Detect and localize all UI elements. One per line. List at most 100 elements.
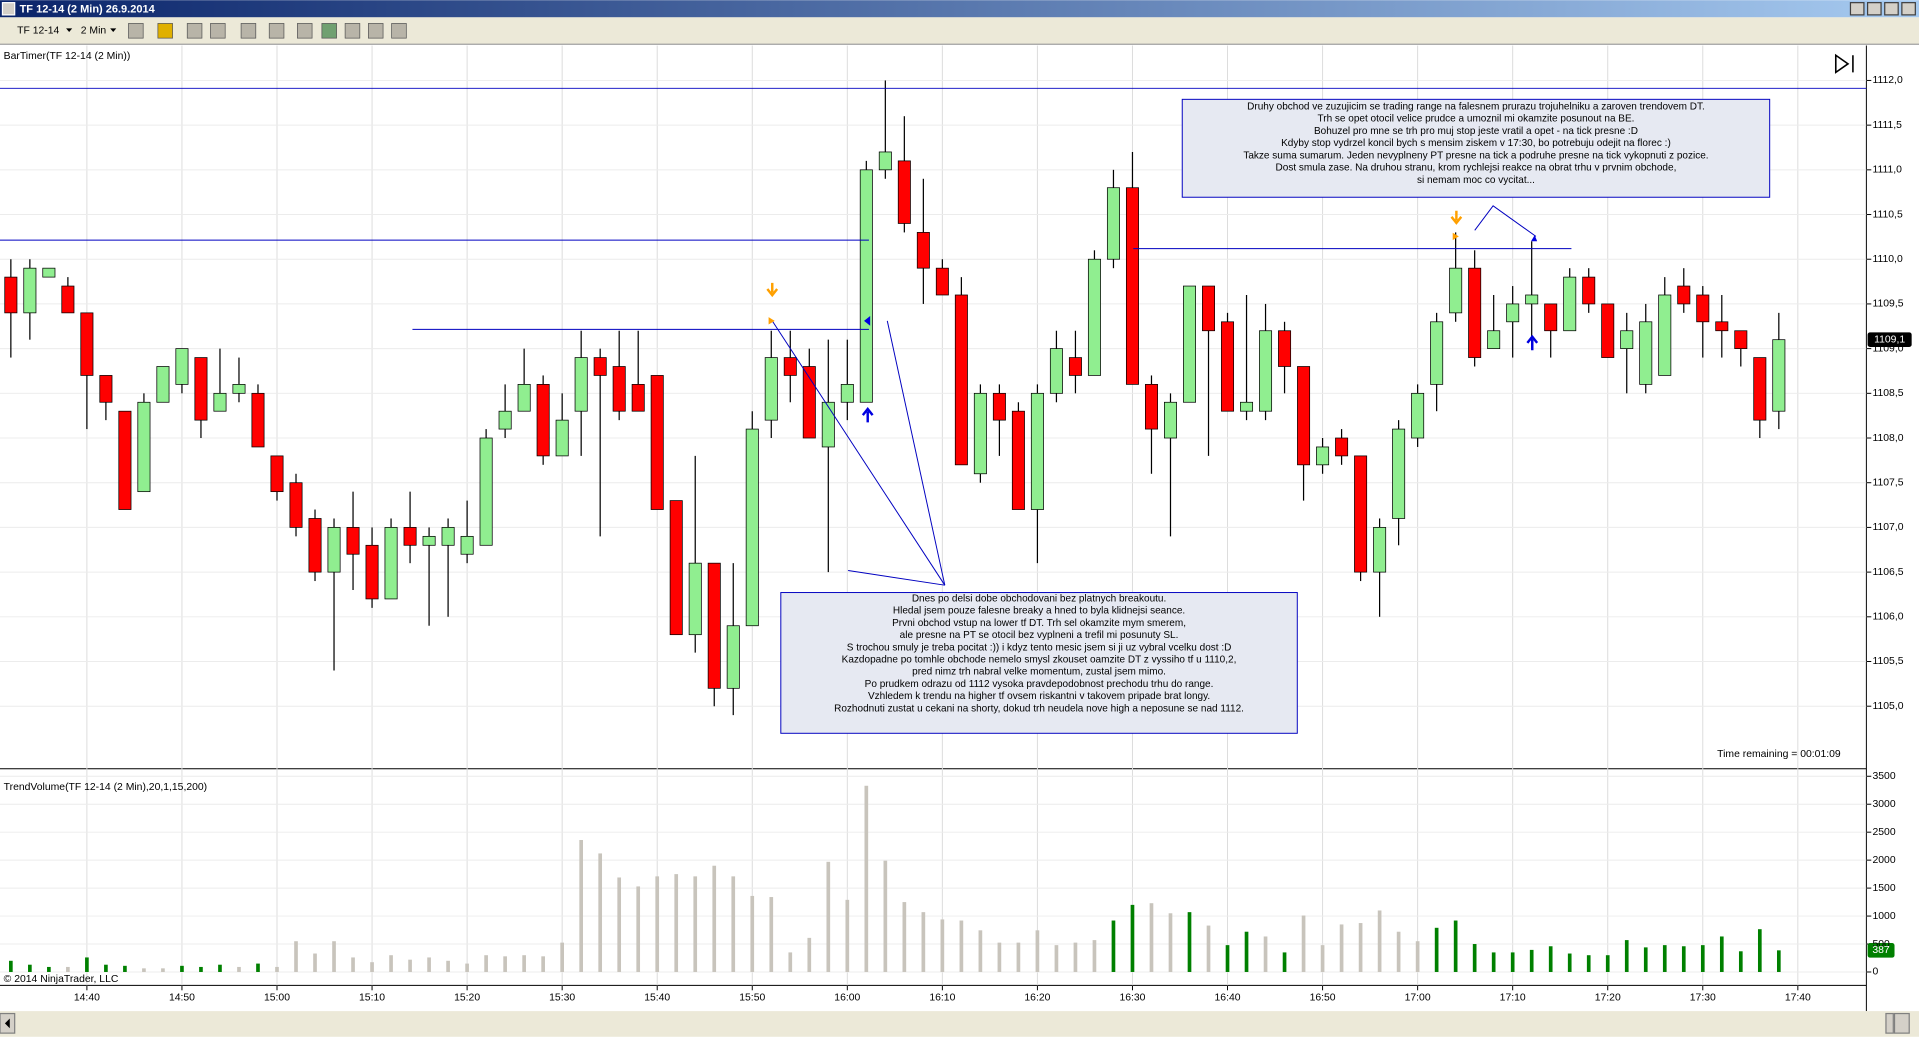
last-value-box [1867, 942, 1895, 958]
candle-body [1601, 303, 1615, 358]
candle-body [612, 366, 626, 412]
candle-body [498, 410, 512, 430]
print-button[interactable] [391, 23, 407, 39]
volume-bar [1586, 955, 1591, 972]
candle-body [4, 276, 18, 314]
candle-body [213, 392, 227, 412]
crosshair-button[interactable] [240, 23, 257, 39]
x-tick-label: 14:40 [74, 992, 100, 1003]
restore-button[interactable] [1884, 2, 1899, 16]
y-tick-label: 1108,0 [1872, 433, 1903, 444]
y-tick-label: 1000 [1872, 911, 1895, 922]
candle-body [1221, 321, 1235, 412]
volume-bar [826, 861, 831, 972]
candle-body [422, 535, 436, 546]
zoom-button[interactable] [268, 23, 285, 39]
x-tick-label: 17:40 [1785, 992, 1811, 1003]
candle-body [175, 348, 189, 385]
dropdown-arrow [110, 28, 117, 33]
interval-selector[interactable]: 2 Min [81, 26, 107, 37]
volume-bar [1757, 929, 1762, 972]
y-tick-label: 3000 [1872, 799, 1895, 810]
annotation-pointer [848, 570, 945, 586]
strategy-button[interactable] [210, 23, 226, 39]
y-tick-label: 1111,0 [1872, 165, 1902, 176]
candle-body [232, 384, 246, 394]
volume-bar [237, 966, 241, 972]
candle-body [308, 518, 322, 573]
volume-bar [1244, 931, 1249, 972]
candle-body [1563, 276, 1577, 332]
draw-button[interactable] [157, 23, 173, 39]
volume-bar [750, 895, 755, 972]
last-price-label: 1109,1 [1874, 334, 1905, 345]
volume-bar [161, 968, 165, 972]
y-tick-label: 1106,0 [1872, 612, 1903, 623]
annotation-text: Prvni obchod vstup na lower tf DT. Trh s… [892, 618, 1186, 629]
go-to-end-button[interactable] [1834, 53, 1854, 74]
y-tick-label: 3500 [1872, 771, 1895, 782]
data-box-button[interactable] [321, 23, 337, 39]
chart-trader-button[interactable] [344, 23, 361, 39]
candle-body [517, 384, 531, 412]
volume-bar [522, 955, 526, 972]
candle-body [1335, 437, 1349, 457]
scroll-thumb[interactable] [1885, 1012, 1894, 1034]
instrument-selector[interactable]: TF 12-14 [17, 26, 59, 37]
candle-body [1202, 285, 1215, 332]
volume-bar [655, 876, 660, 972]
volume-bar [465, 963, 469, 972]
indicator-label: TrendVolume(TF 12-14 (2 Min),20,1,15,200… [4, 782, 207, 793]
x-tick-label: 16:10 [929, 992, 955, 1003]
exit-marker [864, 315, 871, 326]
indicator-button[interactable] [186, 23, 203, 39]
candle-body [878, 151, 892, 171]
annotation-pointer [771, 320, 946, 586]
candle-body [1696, 294, 1710, 323]
properties-button[interactable] [297, 23, 313, 39]
candle-body [365, 544, 379, 600]
minimize-button[interactable] [1849, 2, 1865, 16]
volume-bar [199, 966, 203, 972]
volume-bar [1529, 949, 1534, 972]
annotation-pointer [1474, 205, 1537, 237]
candle-body [688, 562, 702, 636]
candle-body [441, 527, 455, 546]
y-tick-label: 1106,5 [1872, 567, 1903, 578]
candle-body [840, 384, 854, 403]
candle-body [1030, 392, 1044, 510]
volume-bar [1643, 947, 1648, 972]
volume-bar [1605, 955, 1610, 972]
volume-bar [1415, 941, 1420, 972]
volume-bar [1054, 945, 1059, 972]
volume-bar [294, 941, 298, 972]
copy-button[interactable] [368, 23, 384, 39]
volume-bar [484, 955, 488, 972]
maximize-button[interactable] [1866, 2, 1882, 16]
bar-type-button[interactable] [128, 23, 144, 39]
last-price-box [1867, 332, 1912, 348]
marks-layer [4, 80, 1912, 972]
entry-marker [768, 317, 775, 325]
scroll-right[interactable] [1893, 1012, 1910, 1034]
y-tick-label: 1111,5 [1872, 120, 1902, 131]
candle-body [1297, 366, 1311, 466]
annotation-pointer [886, 320, 946, 586]
y-tick-label: 1500 [1872, 883, 1895, 894]
x-tick-label: 17:20 [1595, 992, 1621, 1003]
volume-bar [845, 899, 850, 972]
annotation-text: Vzhledem k trendu na higher tf ovsem ris… [868, 691, 1210, 702]
volume-bar [256, 963, 260, 972]
candle-body [1658, 294, 1672, 376]
volume-bar [47, 966, 51, 972]
annotation-text: Rozhodnuti zustat u cekani na shorty, do… [834, 703, 1244, 714]
volume-bar [1168, 913, 1173, 972]
annotation-text: Kazdopadne po tomhle obchode nemelo smys… [842, 655, 1237, 666]
candle-body [1715, 321, 1729, 332]
candle-body [1677, 285, 1691, 305]
annotation-text: ale presne na PT se otocil bez vyplneni … [900, 630, 1179, 641]
annotation-text: Druhy obchod ve zuzujicim se trading ran… [1247, 101, 1705, 112]
volume-bar [408, 959, 412, 972]
close-button[interactable] [1901, 2, 1916, 16]
volume-bar [389, 955, 393, 972]
